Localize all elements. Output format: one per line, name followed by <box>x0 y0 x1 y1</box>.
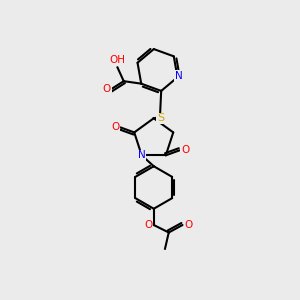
Text: O: O <box>144 220 152 230</box>
Text: OH: OH <box>110 56 125 65</box>
Text: O: O <box>111 122 119 132</box>
Text: O: O <box>181 145 189 155</box>
Text: O: O <box>184 220 193 230</box>
Text: O: O <box>103 84 111 94</box>
Text: N: N <box>138 150 146 160</box>
Text: S: S <box>157 113 164 123</box>
Text: N: N <box>175 71 183 81</box>
